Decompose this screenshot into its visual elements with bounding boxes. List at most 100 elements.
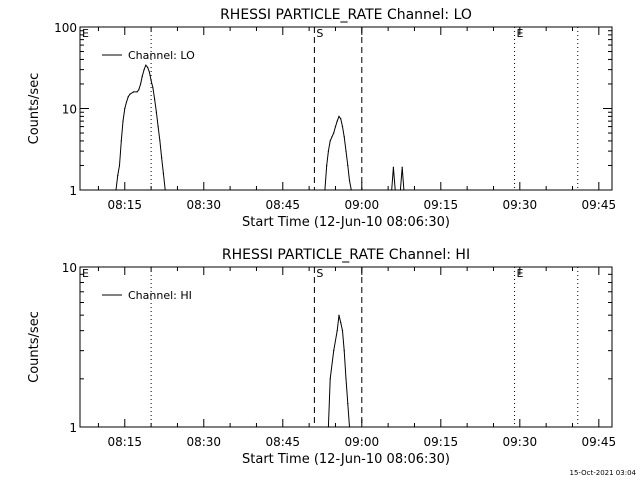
data-point bbox=[162, 172, 164, 174]
data-point bbox=[333, 350, 335, 352]
data-point bbox=[125, 101, 128, 103]
x-axis-label: Start Time (12-Jun-10 08:06:30) bbox=[242, 452, 450, 467]
x-tick-label: 08:15 bbox=[107, 435, 142, 449]
data-point bbox=[334, 125, 337, 128]
x-tick-label: 09:15 bbox=[424, 435, 459, 449]
data-point bbox=[129, 93, 131, 95]
data-point bbox=[327, 150, 330, 152]
data-point bbox=[347, 164, 349, 167]
data-point bbox=[338, 115, 340, 117]
series-line-segment bbox=[399, 167, 405, 191]
data-point bbox=[154, 98, 156, 100]
x-tick-label: 09:00 bbox=[345, 435, 380, 449]
y-axis-label: Counts/sec bbox=[27, 311, 42, 383]
data-point bbox=[122, 120, 124, 122]
data-point bbox=[343, 136, 345, 138]
data-point bbox=[159, 140, 161, 142]
marker-label: E bbox=[82, 27, 89, 40]
data-point bbox=[164, 189, 166, 191]
data-point bbox=[403, 189, 405, 191]
data-point bbox=[127, 95, 129, 98]
data-point bbox=[161, 156, 163, 159]
marker-label: E bbox=[517, 27, 524, 40]
data-point bbox=[157, 125, 159, 128]
data-point bbox=[148, 71, 150, 73]
series-line-segment bbox=[327, 315, 350, 428]
data-point bbox=[138, 89, 140, 91]
chart-panel-0: RHESSI PARTICLE_RATE Channel: LO Counts/s… bbox=[27, 7, 616, 230]
y-tick-label: 100 bbox=[54, 21, 77, 35]
data-point bbox=[345, 378, 347, 380]
data-point bbox=[329, 140, 331, 142]
chart-panel-1: RHESSI PARTICLE_RATE Channel: HI Counts/s… bbox=[27, 247, 616, 467]
marker-label: S bbox=[316, 267, 323, 280]
x-tick-label: 09:45 bbox=[582, 198, 617, 212]
data-point bbox=[336, 330, 338, 332]
series-line-segment bbox=[391, 167, 396, 191]
data-point bbox=[336, 120, 338, 122]
data-point bbox=[329, 378, 331, 380]
data-point bbox=[155, 111, 157, 113]
x-axis-label: Start Time (12-Jun-10 08:06:30) bbox=[242, 215, 450, 230]
legend-entry: Channel: LO bbox=[128, 49, 195, 62]
data-point bbox=[348, 180, 351, 182]
data-point bbox=[348, 426, 351, 428]
data-point bbox=[150, 79, 152, 82]
x-tick-label: 09:30 bbox=[503, 198, 538, 212]
x-tick-label: 09:30 bbox=[503, 435, 538, 449]
x-tick-label: 09:45 bbox=[582, 435, 617, 449]
y-axis-label: Counts/sec bbox=[27, 73, 42, 145]
data-point bbox=[143, 69, 145, 71]
data-point bbox=[324, 189, 326, 191]
plot-frame bbox=[79, 266, 613, 428]
data-point bbox=[340, 118, 342, 120]
y-tick-label: 1 bbox=[69, 421, 77, 435]
x-tick-label: 08:45 bbox=[265, 198, 300, 212]
data-point bbox=[341, 125, 344, 128]
x-tick-label: 09:00 bbox=[345, 198, 380, 212]
data-point bbox=[331, 136, 333, 138]
data-point bbox=[338, 314, 340, 316]
timestamp-label: 15-Oct-2021 03:04 bbox=[570, 469, 637, 477]
x-tick-label: 08:15 bbox=[107, 198, 142, 212]
data-point bbox=[340, 321, 342, 324]
data-point bbox=[327, 426, 330, 428]
data-point bbox=[333, 132, 335, 134]
data-point bbox=[145, 64, 147, 66]
data-point bbox=[347, 403, 349, 405]
data-point bbox=[401, 166, 403, 168]
y-tick-label: 10 bbox=[62, 103, 77, 117]
data-point bbox=[124, 107, 126, 110]
data-point bbox=[141, 75, 143, 77]
data-point bbox=[117, 175, 119, 177]
y-tick-label: 10 bbox=[62, 261, 77, 275]
x-tick-label: 09:15 bbox=[424, 198, 459, 212]
series-line-segment bbox=[324, 115, 352, 191]
data-point bbox=[115, 189, 117, 191]
marker-label: E bbox=[517, 267, 524, 280]
data-point bbox=[120, 140, 122, 142]
marker-label: E bbox=[82, 267, 89, 280]
data-point bbox=[146, 66, 149, 68]
data-point bbox=[394, 189, 396, 191]
chart-title: RHESSI PARTICLE_RATE Channel: HI bbox=[222, 247, 470, 263]
data-point bbox=[341, 330, 344, 332]
data-point bbox=[391, 189, 393, 191]
data-point bbox=[350, 189, 352, 191]
data-point bbox=[343, 350, 345, 352]
data-point bbox=[392, 166, 395, 168]
data-point bbox=[399, 189, 402, 191]
data-point bbox=[345, 150, 347, 152]
data-point bbox=[326, 164, 328, 167]
data-point bbox=[139, 83, 142, 85]
data-point bbox=[118, 164, 121, 167]
legend-entry: Channel: HI bbox=[128, 289, 192, 302]
marker-label: S bbox=[316, 27, 323, 40]
data-point bbox=[132, 91, 135, 93]
x-tick-label: 08:30 bbox=[186, 198, 221, 212]
y-tick-label: 1 bbox=[69, 184, 77, 198]
x-tick-label: 08:30 bbox=[186, 435, 221, 449]
x-tick-label: 08:45 bbox=[265, 435, 300, 449]
chart-title: RHESSI PARTICLE_RATE Channel: LO bbox=[220, 7, 472, 23]
